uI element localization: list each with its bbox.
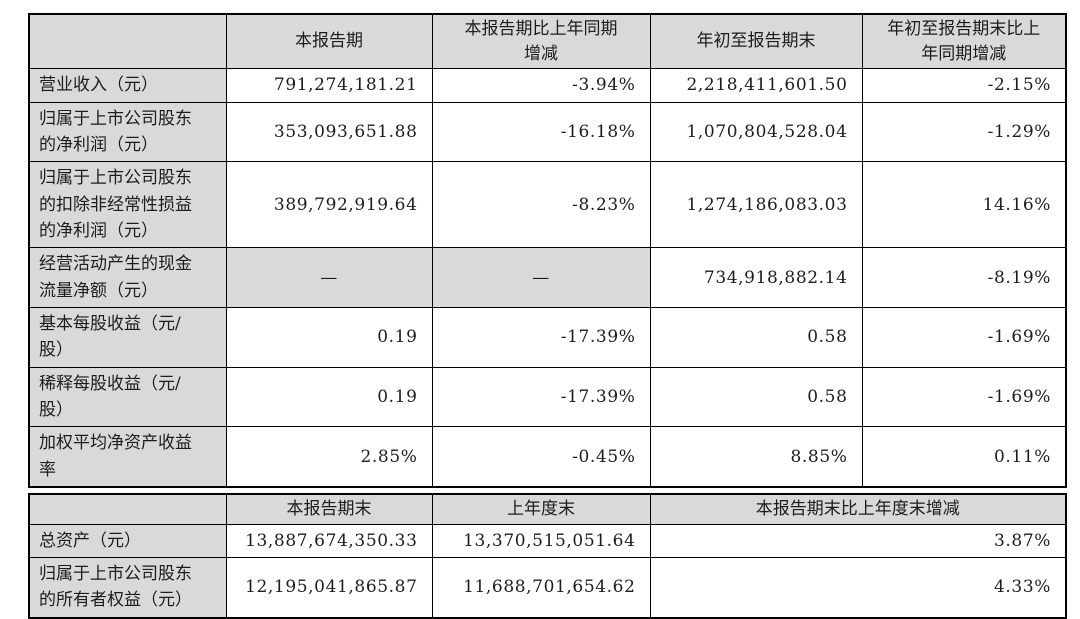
cell-value: 0.19 [225, 307, 433, 368]
cell-value: 0.58 [649, 307, 863, 368]
balance-sheet-table: 本报告期末 上年度末 本报告期末比上年度末增减 总资产（元） 13,887,67… [28, 493, 1067, 619]
column-header-current-period-yoy: 本报告期比上年同期 增减 [431, 13, 651, 70]
cell-value: -2.15% [861, 68, 1067, 103]
header-row-period-end: 本报告期末 上年度末 本报告期末比上年度末增减 [28, 493, 1067, 525]
row-label: 经营活动产生的现金流量净额（元） [28, 247, 227, 309]
column-header-ytd-yoy: 年初至报告期末比上 年同期增减 [861, 13, 1067, 70]
cell-value: 791,274,181.21 [225, 68, 433, 103]
cell-value: -1.69% [861, 307, 1067, 368]
row-label: 归属于上市公司股东的扣除非经常性损益的净利润（元） [28, 161, 227, 249]
cell-value: -3.94% [431, 68, 651, 103]
cell-value: 4.33% [649, 557, 1067, 619]
cell-value: 3.87% [649, 523, 1067, 559]
table-row-equity-attributable: 归属于上市公司股东的所有者权益（元） 12,195,041,865.87 11,… [28, 557, 1067, 619]
table-row-operating-cash-flow: 经营活动产生的现金流量净额（元） — — 734,918,882.14 -8.1… [28, 247, 1067, 309]
table-row-total-assets: 总资产（元） 13,887,674,350.33 13,370,515,051.… [28, 523, 1067, 559]
cell-value: -1.29% [861, 101, 1067, 163]
cell-value: 14.16% [861, 161, 1067, 249]
table-row-diluted-eps: 稀释每股收益（元/股） 0.19 -17.39% 0.58 -1.69% [28, 366, 1067, 428]
cell-value: 8.85% [649, 426, 863, 488]
row-label: 营业收入（元） [28, 68, 227, 103]
cell-value: -1.69% [861, 366, 1067, 428]
cell-value-dash: — [431, 247, 651, 309]
table-row-net-profit-excl-nonrecurring: 归属于上市公司股东的扣除非经常性损益的净利润（元） 389,792,919.64… [28, 161, 1067, 249]
cell-value: -17.39% [431, 307, 651, 368]
column-header-period-end: 本报告期末 [225, 493, 433, 525]
cell-value: 2.85% [225, 426, 433, 488]
cell-value: 2,218,411,601.50 [649, 68, 863, 103]
cell-value-dash: — [225, 247, 433, 309]
table-row-basic-eps: 基本每股收益（元/股） 0.19 -17.39% 0.58 -1.69% [28, 307, 1067, 368]
cell-value: 734,918,882.14 [649, 247, 863, 309]
corner-cell [28, 493, 227, 525]
cell-value: 0.11% [861, 426, 1067, 488]
table-row-operating-revenue: 营业收入（元） 791,274,181.21 -3.94% 2,218,411,… [28, 68, 1067, 103]
cell-value: 12,195,041,865.87 [225, 557, 433, 619]
row-label: 加权平均净资产收益率 [28, 426, 227, 488]
cell-value: 13,370,515,051.64 [431, 523, 651, 559]
cell-value: -0.45% [431, 426, 651, 488]
table-row-weighted-avg-roe: 加权平均净资产收益率 2.85% -0.45% 8.85% 0.11% [28, 426, 1067, 488]
row-label: 基本每股收益（元/股） [28, 307, 227, 368]
table-row-net-profit: 归属于上市公司股东的净利润（元） 353,093,651.88 -16.18% … [28, 101, 1067, 163]
column-header-prev-year-end: 上年度末 [431, 493, 651, 525]
cell-value: 389,792,919.64 [225, 161, 433, 249]
corner-cell [28, 13, 227, 70]
row-label: 归属于上市公司股东的所有者权益（元） [28, 557, 227, 619]
cell-value: -8.19% [861, 247, 1067, 309]
row-label: 总资产（元） [28, 523, 227, 559]
column-header-period-end-vs-prev: 本报告期末比上年度末增减 [649, 493, 1067, 525]
cell-value: -17.39% [431, 366, 651, 428]
quarterly-results-table: 本报告期 本报告期比上年同期 增减 年初至报告期末 年初至报告期末比上 年同期增… [28, 13, 1067, 489]
financial-report-summary: 本报告期 本报告期比上年同期 增减 年初至报告期末 年初至报告期末比上 年同期增… [28, 13, 1067, 619]
cell-value: 1,070,804,528.04 [649, 101, 863, 163]
header-row-period: 本报告期 本报告期比上年同期 增减 年初至报告期末 年初至报告期末比上 年同期增… [28, 13, 1067, 70]
row-label: 归属于上市公司股东的净利润（元） [28, 101, 227, 163]
cell-value: 1,274,186,083.03 [649, 161, 863, 249]
cell-value: 13,887,674,350.33 [225, 523, 433, 559]
cell-value: -8.23% [431, 161, 651, 249]
cell-value: 0.58 [649, 366, 863, 428]
cell-value: 0.19 [225, 366, 433, 428]
column-header-current-period: 本报告期 [225, 13, 433, 70]
row-label: 稀释每股收益（元/股） [28, 366, 227, 428]
cell-value: 11,688,701,654.62 [431, 557, 651, 619]
column-header-ytd: 年初至报告期末 [649, 13, 863, 70]
cell-value: -16.18% [431, 101, 651, 163]
cell-value: 353,093,651.88 [225, 101, 433, 163]
